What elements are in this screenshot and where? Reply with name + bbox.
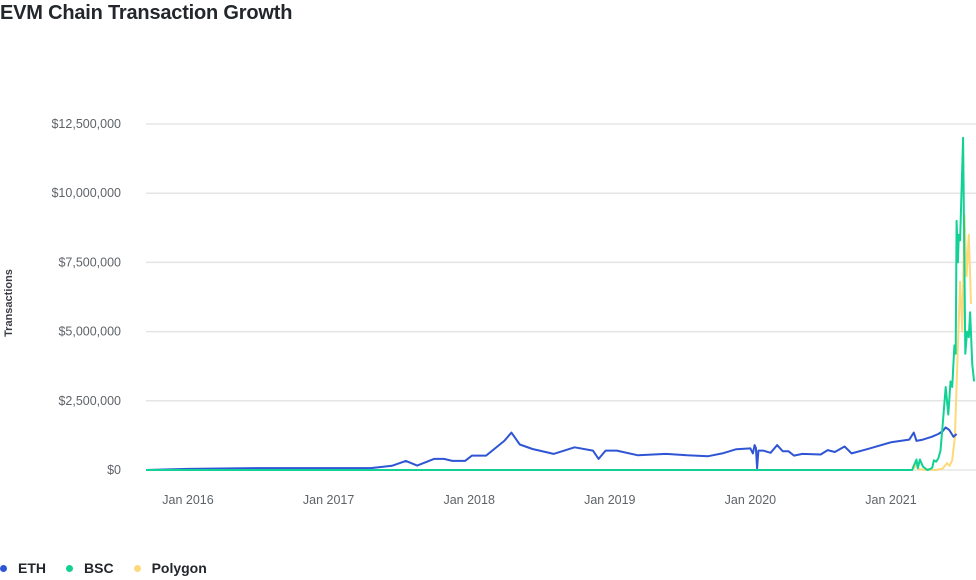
y-tick-label: $0 bbox=[107, 463, 121, 477]
legend-label: Polygon bbox=[151, 560, 207, 576]
y-tick-label: $5,000,000 bbox=[58, 325, 121, 339]
grid-lines bbox=[146, 123, 976, 471]
x-tick-label: Jan 2020 bbox=[725, 493, 776, 507]
legend-item-bsc[interactable]: BSC bbox=[66, 560, 114, 576]
series-line-polygon bbox=[146, 214, 972, 471]
chart-title: EVM Chain Transaction Growth bbox=[0, 2, 293, 24]
x-tick-label: Jan 2017 bbox=[303, 493, 354, 507]
x-tick-label: Jan 2016 bbox=[162, 493, 213, 507]
y-tick-label: $2,500,000 bbox=[58, 394, 121, 408]
polygon-dot-icon bbox=[133, 564, 141, 572]
x-axis-ticks: Jan 2016 Jan 2017 Jan 2018 Jan 2019 Jan 2020… bbox=[162, 493, 916, 507]
x-tick-label: Jan 2021 bbox=[865, 493, 916, 507]
line-chart: $0 $2,500,000 $5,000,000 $7,500,000 $10,000,… bbox=[51, 117, 976, 507]
legend-item-eth[interactable]: ETH bbox=[0, 560, 46, 576]
x-tick-label: Jan 2019 bbox=[584, 493, 635, 507]
legend-item-polygon[interactable]: Polygon bbox=[133, 560, 207, 576]
y-tick-label: $7,500,000 bbox=[58, 255, 121, 269]
series-line-bsc bbox=[146, 136, 976, 471]
x-tick-label: Jan 2018 bbox=[443, 493, 494, 507]
series-line-eth bbox=[145, 426, 958, 471]
legend-label: ETH bbox=[18, 560, 46, 576]
legend: ETH BSC Polygon bbox=[0, 560, 227, 576]
y-tick-label: $12,500,000 bbox=[51, 117, 121, 131]
legend-label: BSC bbox=[84, 560, 114, 576]
y-axis-ticks: $0 $2,500,000 $5,000,000 $7,500,000 $10,000,… bbox=[51, 117, 121, 477]
y-tick-label: $10,000,000 bbox=[51, 186, 121, 200]
series-lines bbox=[145, 136, 976, 471]
eth-dot-icon bbox=[0, 564, 7, 572]
bsc-dot-icon bbox=[66, 564, 73, 572]
